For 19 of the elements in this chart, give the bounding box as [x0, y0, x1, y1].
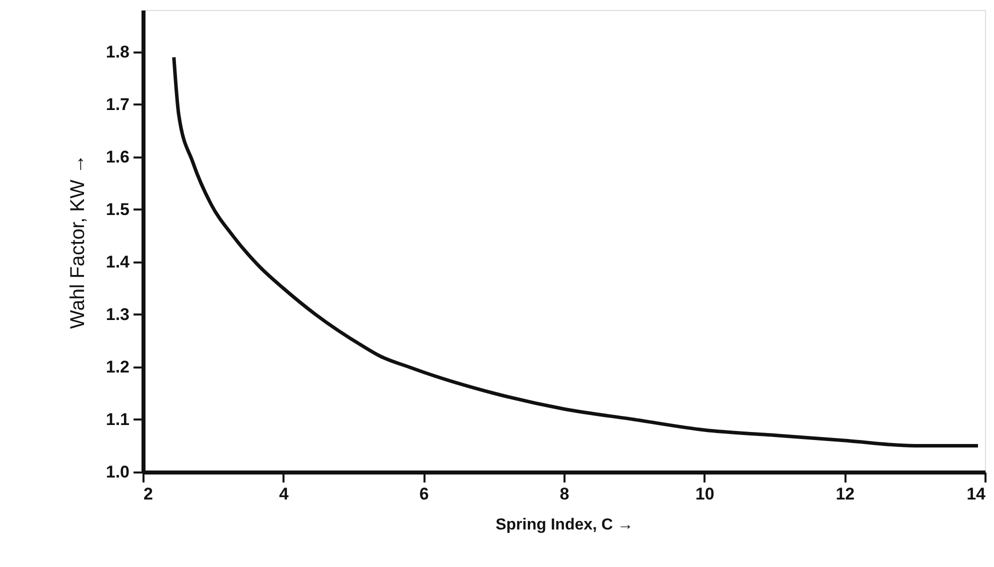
x-tick-label: 4 [279, 484, 290, 504]
x-tick-label: 2 [144, 484, 153, 504]
y-axis-title: Wahl Factor, KW → [66, 154, 89, 329]
x-tick-label: 10 [695, 484, 714, 504]
y-tick-label: 1.0 [106, 462, 130, 482]
y-tick-label: 1.1 [106, 410, 130, 429]
y-tick-label: 1.5 [106, 200, 130, 219]
line-series [172, 56, 980, 448]
y-tick-label: 1.6 [106, 148, 130, 166]
y-tick-label: 1.8 [106, 42, 130, 62]
y-tick-label: 1.3 [106, 305, 130, 324]
x-axis-title: Spring Index, C → [496, 516, 634, 534]
y-tick-label: 1.4 [106, 252, 130, 272]
x-tick-label: 8 [560, 484, 570, 504]
x-tick-label: 6 [419, 484, 429, 504]
x-tick-label: 14 [966, 484, 986, 504]
y-tick-label: 1.2 [106, 358, 130, 376]
y-tick-label: 1.7 [106, 95, 130, 114]
x-tick-label: 12 [836, 484, 855, 504]
